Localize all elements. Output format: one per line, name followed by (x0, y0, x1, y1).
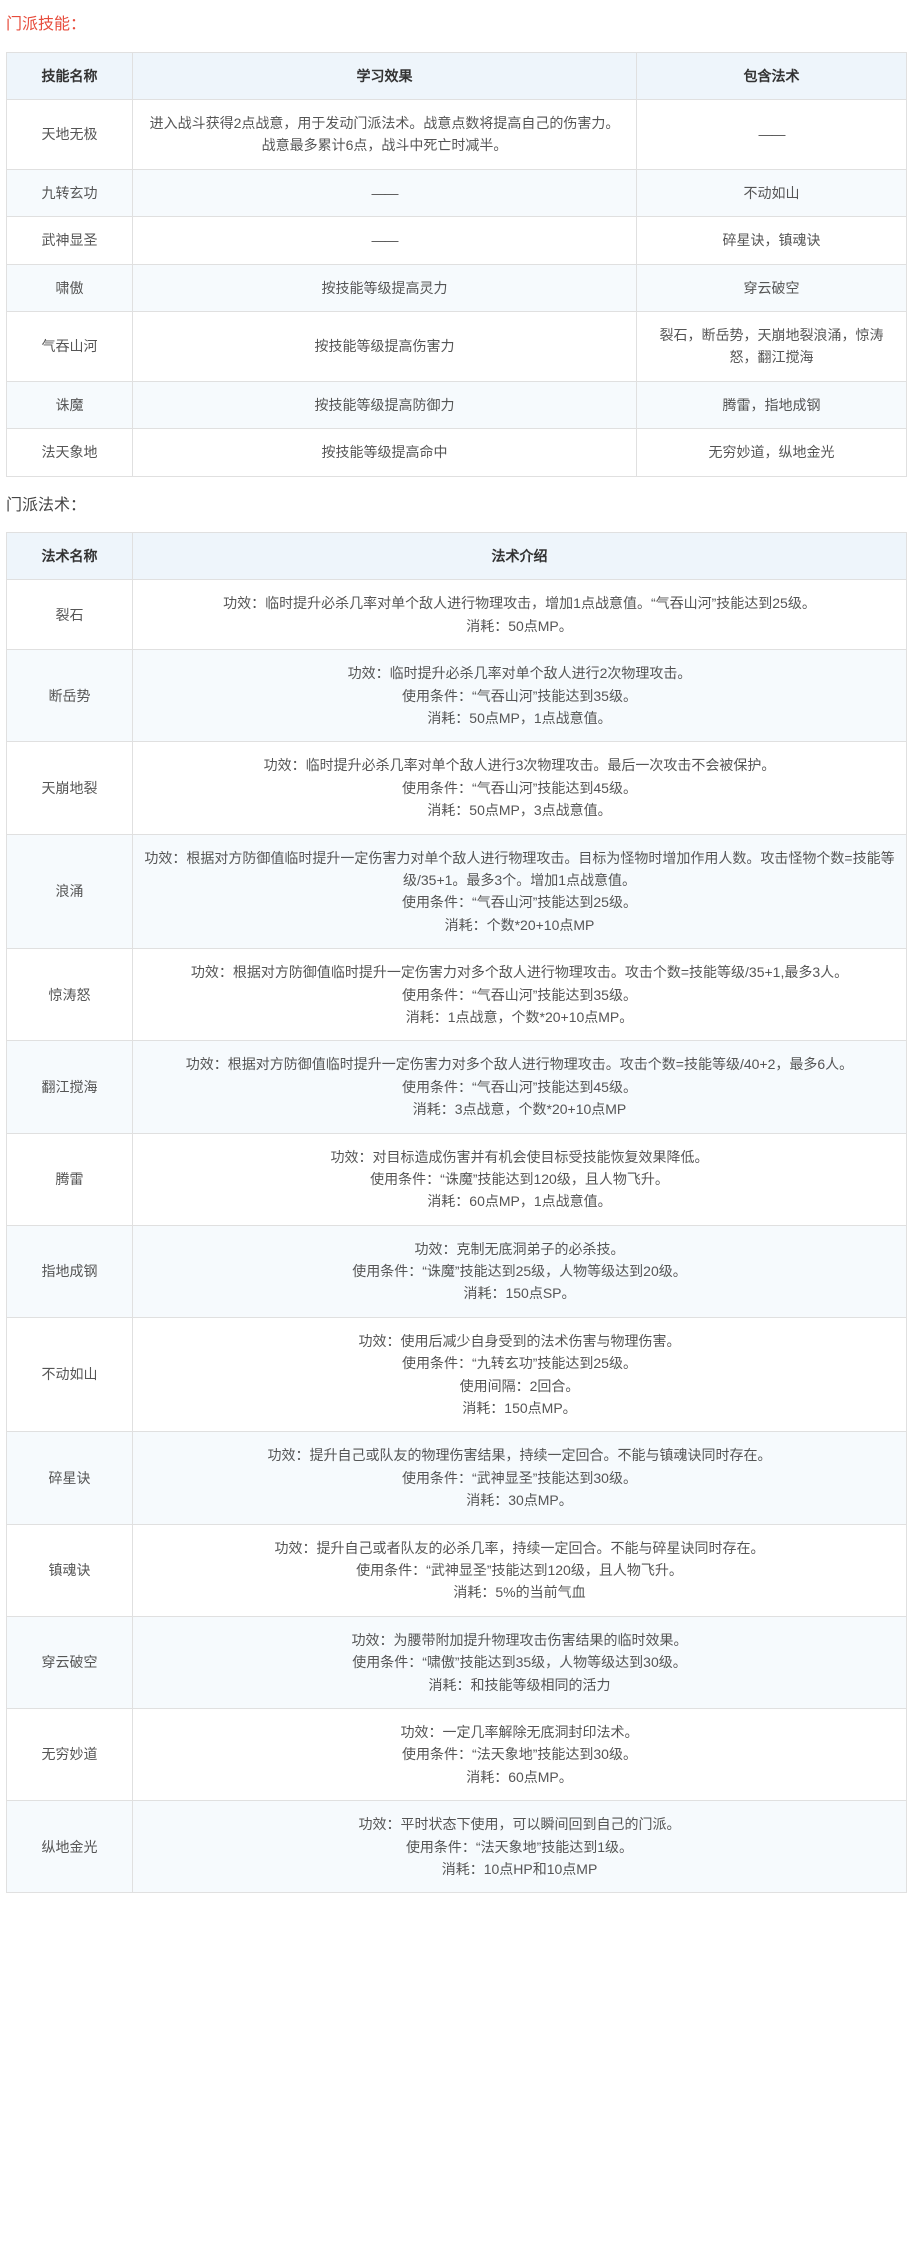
row-desc-cell: —— (133, 169, 637, 216)
row-desc-cell: 无穷妙道，纵地金光 (637, 429, 907, 476)
row-desc-cell: 功效：提升自己或队友的物理伤害结果，持续一定回合。不能与镇魂诀同时存在。使用条件… (133, 1432, 907, 1524)
row-desc-cell: 功效：临时提升必杀几率对单个敌人进行物理攻击，增加1点战意值。“气吞山河”技能达… (133, 580, 907, 650)
spell-row: 镇魂诀功效：提升自己或者队友的必杀几率，持续一定回合。不能与碎星诀同时存在。使用… (7, 1524, 907, 1616)
row-desc-cell: 功效：根据对方防御值临时提升一定伤害力对多个敌人进行物理攻击。攻击个数=技能等级… (133, 1041, 907, 1133)
row-desc-cell: 按技能等级提高伤害力 (133, 311, 637, 381)
column-header: 技能名称 (7, 52, 133, 99)
skill-row: 啸傲按技能等级提高灵力穿云破空 (7, 264, 907, 311)
row-desc-cell: 功效：一定几率解除无底洞封印法术。使用条件：“法天象地”技能达到30级。消耗：6… (133, 1708, 907, 1800)
spell-row: 穿云破空功效：为腰带附加提升物理攻击伤害结果的临时效果。使用条件：“啸傲”技能达… (7, 1616, 907, 1708)
spell-row: 不动如山功效：使用后减少自身受到的法术伤害与物理伤害。使用条件：“九转玄功”技能… (7, 1317, 907, 1432)
row-name-cell: 九转玄功 (7, 169, 133, 216)
skills-section-title: 门派技能： (6, 12, 907, 38)
row-name-cell: 腾雷 (7, 1133, 133, 1225)
row-desc-cell: 按技能等级提高命中 (133, 429, 637, 476)
row-desc-cell: 裂石，断岳势，天崩地裂浪涌，惊涛怒，翻江搅海 (637, 311, 907, 381)
row-desc-cell: 不动如山 (637, 169, 907, 216)
row-name-cell: 镇魂诀 (7, 1524, 133, 1616)
skills-table: 技能名称学习效果包含法术 天地无极进入战斗获得2点战意，用于发动门派法术。战意点… (6, 52, 907, 477)
row-name-cell: 纵地金光 (7, 1801, 133, 1893)
row-desc-cell: 碎星诀，镇魂诀 (637, 217, 907, 264)
spells-section-title: 门派法术： (6, 493, 907, 519)
row-name-cell: 法天象地 (7, 429, 133, 476)
row-name-cell: 碎星诀 (7, 1432, 133, 1524)
row-name-cell: 不动如山 (7, 1317, 133, 1432)
row-name-cell: 武神显圣 (7, 217, 133, 264)
row-name-cell: 啸傲 (7, 264, 133, 311)
row-name-cell: 穿云破空 (7, 1616, 133, 1708)
spell-row: 天崩地裂功效：临时提升必杀几率对单个敌人进行3次物理攻击。最后一次攻击不会被保护… (7, 742, 907, 834)
row-desc-cell: 功效：临时提升必杀几率对单个敌人进行2次物理攻击。使用条件：“气吞山河”技能达到… (133, 650, 907, 742)
row-name-cell: 裂石 (7, 580, 133, 650)
row-desc-cell: 功效：克制无底洞弟子的必杀技。使用条件：“诛魔”技能达到25级，人物等级达到20… (133, 1225, 907, 1317)
spell-row: 无穷妙道功效：一定几率解除无底洞封印法术。使用条件：“法天象地”技能达到30级。… (7, 1708, 907, 1800)
column-header: 包含法术 (637, 52, 907, 99)
row-desc-cell: 进入战斗获得2点战意，用于发动门派法术。战意点数将提高自己的伤害力。战意最多累计… (133, 99, 637, 169)
column-header: 法术名称 (7, 533, 133, 580)
row-desc-cell: 功效：根据对方防御值临时提升一定伤害力对多个敌人进行物理攻击。攻击个数=技能等级… (133, 949, 907, 1041)
row-desc-cell: 功效：为腰带附加提升物理攻击伤害结果的临时效果。使用条件：“啸傲”技能达到35级… (133, 1616, 907, 1708)
row-name-cell: 诛魔 (7, 381, 133, 428)
spell-row: 碎星诀功效：提升自己或队友的物理伤害结果，持续一定回合。不能与镇魂诀同时存在。使… (7, 1432, 907, 1524)
column-header: 法术介绍 (133, 533, 907, 580)
spell-row: 断岳势功效：临时提升必杀几率对单个敌人进行2次物理攻击。使用条件：“气吞山河”技… (7, 650, 907, 742)
row-desc-cell: 按技能等级提高灵力 (133, 264, 637, 311)
row-name-cell: 浪涌 (7, 834, 133, 949)
spell-row: 翻江搅海功效：根据对方防御值临时提升一定伤害力对多个敌人进行物理攻击。攻击个数=… (7, 1041, 907, 1133)
row-desc-cell: 腾雷，指地成钢 (637, 381, 907, 428)
skill-row: 气吞山河按技能等级提高伤害力裂石，断岳势，天崩地裂浪涌，惊涛怒，翻江搅海 (7, 311, 907, 381)
row-desc-cell: 功效：提升自己或者队友的必杀几率，持续一定回合。不能与碎星诀同时存在。使用条件：… (133, 1524, 907, 1616)
row-desc-cell: 按技能等级提高防御力 (133, 381, 637, 428)
row-name-cell: 无穷妙道 (7, 1708, 133, 1800)
spell-row: 纵地金光功效：平时状态下使用，可以瞬间回到自己的门派。使用条件：“法天象地”技能… (7, 1801, 907, 1893)
spell-row: 指地成钢功效：克制无底洞弟子的必杀技。使用条件：“诛魔”技能达到25级，人物等级… (7, 1225, 907, 1317)
row-name-cell: 气吞山河 (7, 311, 133, 381)
row-name-cell: 指地成钢 (7, 1225, 133, 1317)
row-desc-cell: —— (133, 217, 637, 264)
row-name-cell: 惊涛怒 (7, 949, 133, 1041)
row-desc-cell: 功效：根据对方防御值临时提升一定伤害力对单个敌人进行物理攻击。目标为怪物时增加作… (133, 834, 907, 949)
row-name-cell: 天崩地裂 (7, 742, 133, 834)
skill-row: 武神显圣——碎星诀，镇魂诀 (7, 217, 907, 264)
skill-row: 天地无极进入战斗获得2点战意，用于发动门派法术。战意点数将提高自己的伤害力。战意… (7, 99, 907, 169)
spell-row: 惊涛怒功效：根据对方防御值临时提升一定伤害力对多个敌人进行物理攻击。攻击个数=技… (7, 949, 907, 1041)
spell-row: 腾雷功效：对目标造成伤害并有机会使目标受技能恢复效果降低。使用条件：“诛魔”技能… (7, 1133, 907, 1225)
row-name-cell: 断岳势 (7, 650, 133, 742)
row-desc-cell: 功效：临时提升必杀几率对单个敌人进行3次物理攻击。最后一次攻击不会被保护。使用条… (133, 742, 907, 834)
row-name-cell: 天地无极 (7, 99, 133, 169)
spell-row: 裂石功效：临时提升必杀几率对单个敌人进行物理攻击，增加1点战意值。“气吞山河”技… (7, 580, 907, 650)
column-header: 学习效果 (133, 52, 637, 99)
spell-row: 浪涌功效：根据对方防御值临时提升一定伤害力对单个敌人进行物理攻击。目标为怪物时增… (7, 834, 907, 949)
row-name-cell: 翻江搅海 (7, 1041, 133, 1133)
row-desc-cell: 功效：平时状态下使用，可以瞬间回到自己的门派。使用条件：“法天象地”技能达到1级… (133, 1801, 907, 1893)
row-desc-cell: 功效：使用后减少自身受到的法术伤害与物理伤害。使用条件：“九转玄功”技能达到25… (133, 1317, 907, 1432)
skill-row: 诛魔按技能等级提高防御力腾雷，指地成钢 (7, 381, 907, 428)
row-desc-cell: 穿云破空 (637, 264, 907, 311)
skill-row: 法天象地按技能等级提高命中无穷妙道，纵地金光 (7, 429, 907, 476)
row-desc-cell: 功效：对目标造成伤害并有机会使目标受技能恢复效果降低。使用条件：“诛魔”技能达到… (133, 1133, 907, 1225)
skill-row: 九转玄功——不动如山 (7, 169, 907, 216)
spells-table: 法术名称法术介绍 裂石功效：临时提升必杀几率对单个敌人进行物理攻击，增加1点战意… (6, 532, 907, 1893)
row-desc-cell: —— (637, 99, 907, 169)
